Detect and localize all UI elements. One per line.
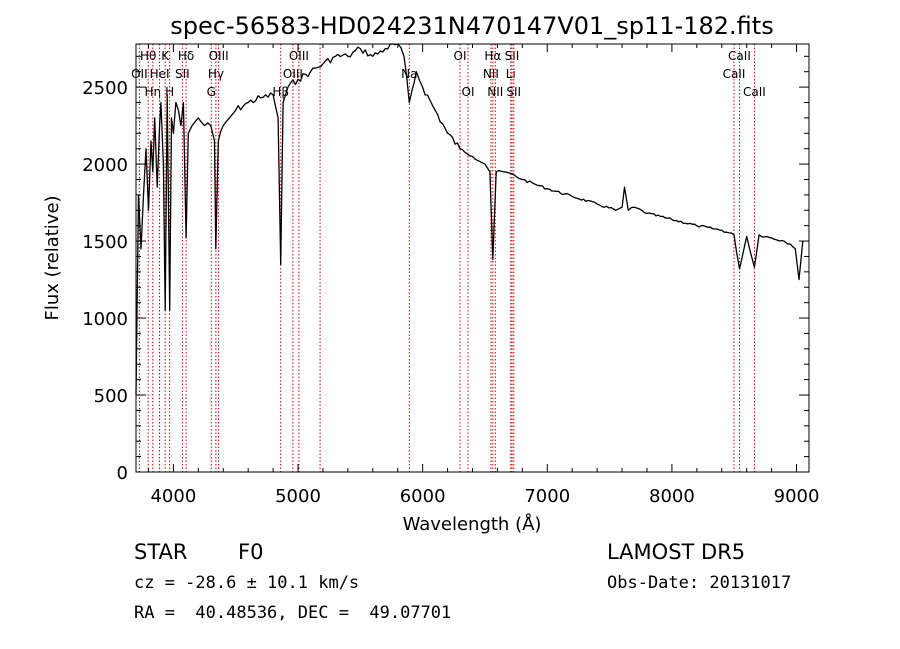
x-tick-label: 6000	[400, 486, 446, 507]
line-marker-label: SII	[175, 67, 190, 81]
line-marker-label: OI	[462, 85, 475, 99]
line-marker-label: OIII	[289, 49, 309, 63]
line-marker-label: HeI	[150, 67, 170, 81]
y-tick-label: 1500	[82, 232, 128, 253]
y-tick-label: 0	[117, 463, 128, 484]
survey-name: LAMOST DR5	[607, 540, 746, 564]
x-axis-ticks: 4000 5000 6000 7000 8000 9000	[147, 44, 820, 507]
x-tick-label: 9000	[774, 486, 820, 507]
spectral-subclass: F0	[238, 540, 264, 564]
line-marker-label: CaII	[728, 49, 751, 63]
line-marker-label: NII	[483, 67, 499, 81]
line-marker-label: OII	[131, 67, 148, 81]
line-marker-label: OI	[454, 49, 467, 63]
line-marker-label: K	[161, 49, 170, 63]
y-tick-label: 1000	[82, 309, 128, 330]
y-tick-label: 500	[94, 386, 128, 407]
line-marker-label: CaII	[743, 85, 766, 99]
y-axis-label: Flux (relative)	[42, 195, 63, 320]
radial-velocity: cz = -28.6 ± 10.1 km/s	[134, 573, 360, 593]
y-tick-label: 2500	[82, 78, 128, 99]
line-marker-label: G	[207, 85, 216, 99]
line-marker-label: H	[165, 85, 174, 99]
y-axis-ticks: 0 500 1000 1500 2000 2500	[82, 55, 809, 484]
x-tick-label: 7000	[524, 486, 570, 507]
x-tick-label: 5000	[275, 486, 321, 507]
line-marker-label: Hδ	[178, 49, 194, 63]
line-marker-label: Hη	[145, 85, 162, 99]
x-axis-label: Wavelength (Å)	[403, 513, 542, 535]
line-marker-label: NII	[487, 85, 503, 99]
line-marker-label: Hα	[484, 49, 501, 63]
line-marker-label: Hγ	[208, 67, 224, 81]
line-marker-label: Li	[506, 67, 516, 81]
spectral-line-markers: OIIHθHηHeIKHSIIHδGHγOIIIHβOIIIOIIINaOIOI…	[131, 44, 766, 472]
line-marker-label: SII	[506, 85, 521, 99]
y-tick-label: 2000	[82, 155, 128, 176]
sky-coordinates: RA = 40.48536, DEC = 49.07701	[134, 603, 452, 623]
line-marker-label: SII	[505, 49, 520, 63]
x-tick-label: 4000	[150, 486, 196, 507]
line-marker-label: Hθ	[140, 49, 156, 63]
object-type: STAR	[134, 540, 188, 564]
x-tick-label: 8000	[649, 486, 695, 507]
observation-date: Obs-Date: 20131017	[607, 573, 792, 593]
line-marker-label: CaII	[723, 67, 746, 81]
flux-series-line	[135, 43, 804, 396]
chart-title: spec-56583-HD024231N470147V01_sp11-182.f…	[170, 12, 773, 40]
line-marker-label: OIII	[283, 67, 303, 81]
line-marker-label: OIII	[209, 49, 229, 63]
